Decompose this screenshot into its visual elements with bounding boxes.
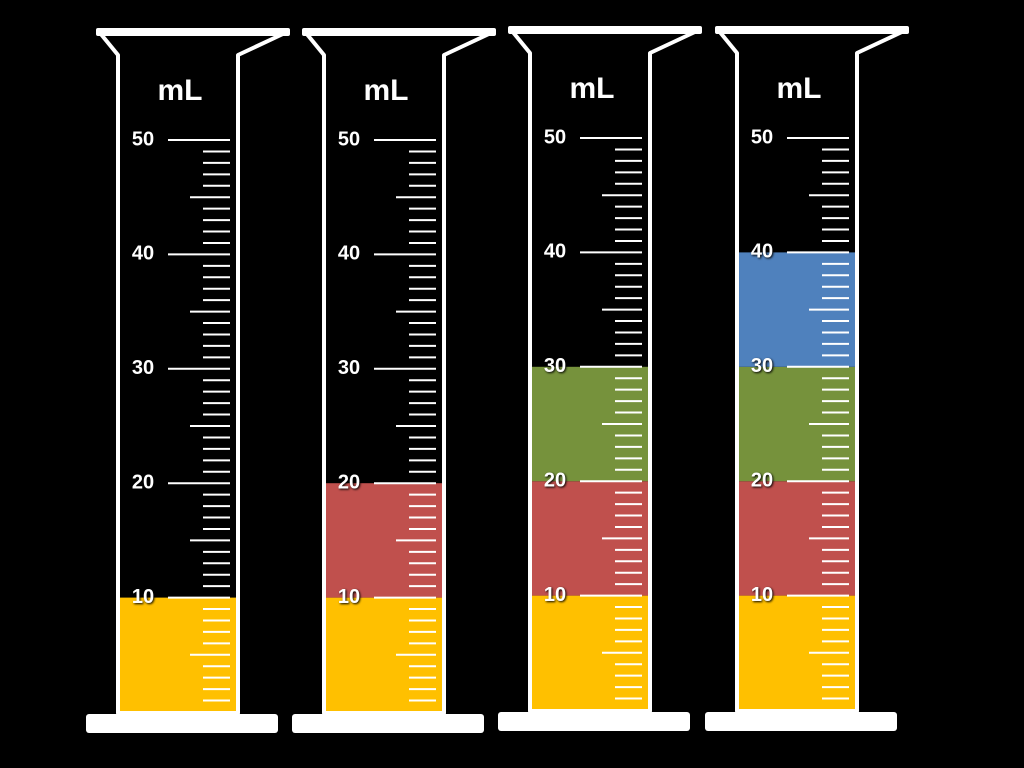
- cylinder-wall: [510, 29, 698, 713]
- tick-label: 10: [132, 586, 154, 608]
- tick-label: 10: [544, 584, 566, 606]
- tick-label: 30: [338, 357, 360, 379]
- cylinder-wall: [717, 29, 905, 713]
- cylinder-rim: [96, 28, 290, 36]
- tick-label: 50: [338, 128, 360, 150]
- cylinder-rim: [715, 26, 909, 34]
- tick-label: 20: [544, 469, 566, 491]
- tick-label: 30: [132, 357, 154, 379]
- tick-label: 50: [544, 126, 566, 148]
- tick-label: 40: [338, 243, 360, 265]
- unit-label: mL: [570, 72, 615, 105]
- tick-label: 40: [544, 241, 566, 263]
- tick-label: 50: [751, 126, 773, 148]
- cylinder-rim: [508, 26, 702, 34]
- unit-label: mL: [777, 72, 822, 105]
- tick-label: 30: [544, 355, 566, 377]
- tick-label: 10: [751, 584, 773, 606]
- cylinder-base: [86, 714, 278, 733]
- tick-label: 40: [132, 243, 154, 265]
- cylinder-base: [705, 712, 897, 731]
- cylinder-base: [498, 712, 690, 731]
- cylinder-wall: [304, 31, 492, 715]
- tick-label: 10: [338, 586, 360, 608]
- cylinder-wall: [98, 31, 286, 715]
- cylinder-base: [292, 714, 484, 733]
- cylinder-rim: [302, 28, 496, 36]
- unit-label: mL: [158, 74, 203, 107]
- tick-label: 40: [751, 241, 773, 263]
- unit-label: mL: [364, 74, 409, 107]
- tick-label: 30: [751, 355, 773, 377]
- tick-label: 20: [338, 471, 360, 493]
- tick-label: 20: [132, 471, 154, 493]
- tick-label: 20: [751, 469, 773, 491]
- tick-label: 50: [132, 128, 154, 150]
